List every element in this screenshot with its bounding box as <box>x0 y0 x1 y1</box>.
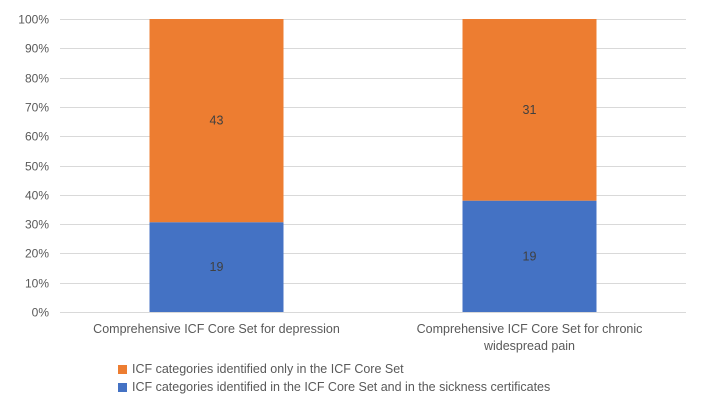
legend-label: ICF categories identified only in the IC… <box>132 362 404 376</box>
data-label: 19 <box>210 260 224 274</box>
legend: ICF categories identified only in the IC… <box>118 360 678 396</box>
y-tick-label: 40% <box>25 189 49 203</box>
y-tick-label: 30% <box>25 218 49 232</box>
bar-segment <box>462 200 597 312</box>
y-tick-label: 70% <box>25 101 49 115</box>
y-tick-label: 100% <box>18 13 49 27</box>
bar-segment <box>149 19 284 223</box>
bar-segment <box>149 222 284 312</box>
data-label: 31 <box>523 103 537 117</box>
x-category-label: widespread pain <box>483 339 575 353</box>
x-category-label: Comprehensive ICF Core Set for depressio… <box>93 322 340 336</box>
bar-segment <box>462 19 597 201</box>
legend-item: ICF categories identified only in the IC… <box>118 360 678 378</box>
y-tick-label: 60% <box>25 130 49 144</box>
legend-swatch <box>118 364 127 374</box>
data-label: 43 <box>210 114 224 128</box>
legend-swatch <box>118 382 127 392</box>
stacked-bar-chart: 0% 10% 20% 30% 40% 50% 60% 70% 80% 90% 100% 19 43 Com… <box>18 13 686 353</box>
y-tick-label: 90% <box>25 42 49 56</box>
legend-label: ICF categories identified in the ICF Cor… <box>132 380 551 394</box>
y-tick-label: 50% <box>25 160 49 174</box>
y-tick-label: 20% <box>25 247 49 261</box>
data-label: 19 <box>523 249 537 263</box>
y-tick-label: 0% <box>32 306 50 320</box>
legend-item: ICF categories identified in the ICF Cor… <box>118 378 678 396</box>
y-tick-label: 80% <box>25 72 49 86</box>
x-category-label: Comprehensive ICF Core Set for chronic <box>417 322 643 336</box>
y-tick-label: 10% <box>25 277 49 291</box>
